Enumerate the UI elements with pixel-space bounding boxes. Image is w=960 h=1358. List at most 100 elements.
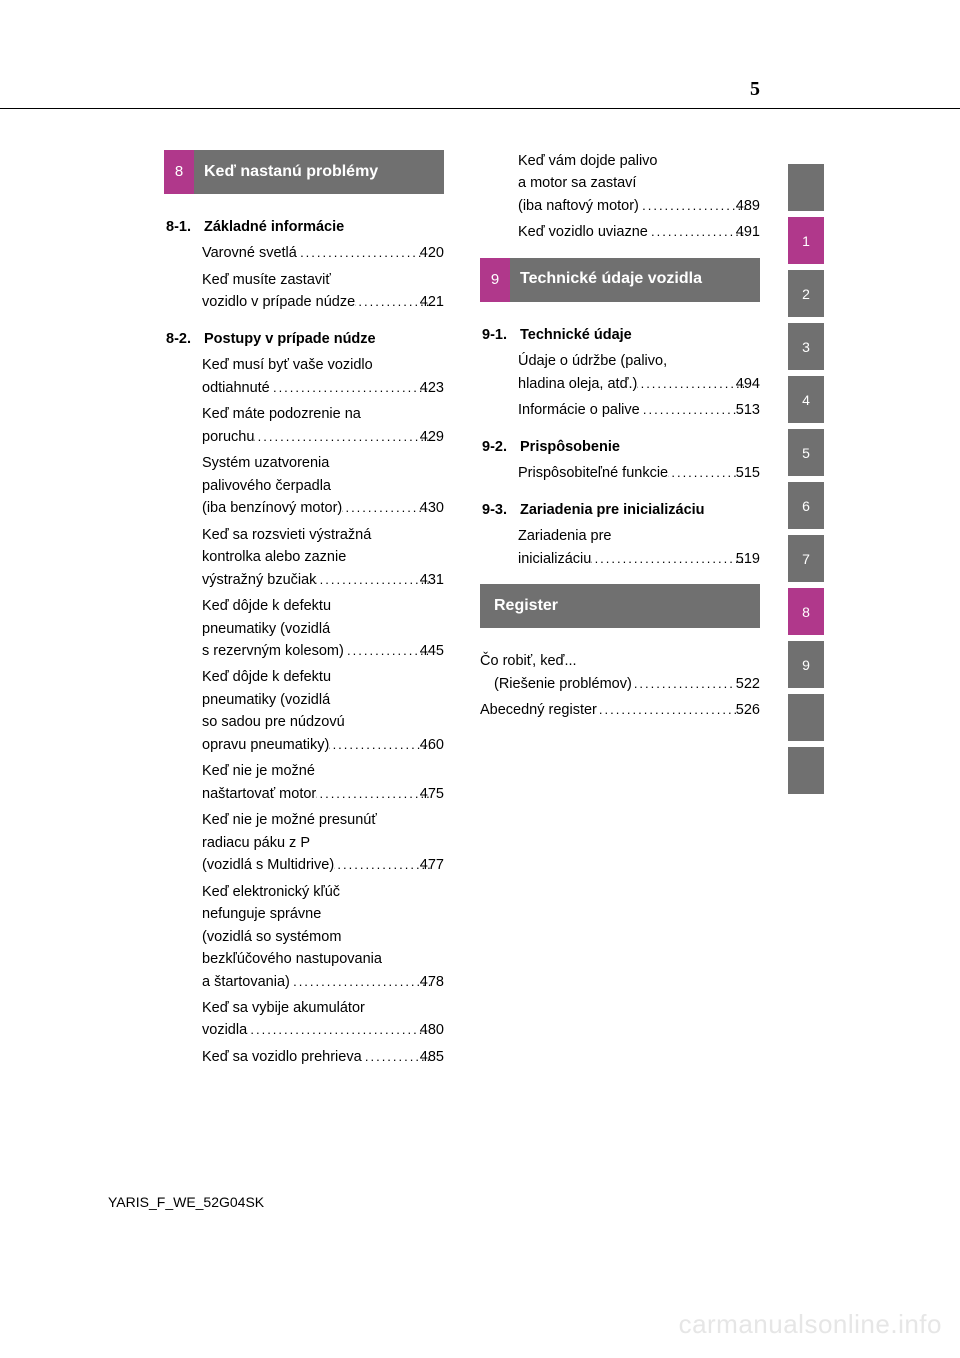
toc-entry-lastline: a štartovania)..........................… (212, 971, 444, 993)
toc-leader-dots: ........................................… (316, 570, 429, 590)
toc-subsection-heading: 8-1.Základné informácie (164, 216, 444, 238)
toc-entry-text: Keď dôjde k defektu (212, 666, 444, 688)
left-column: 8 Keď nastanú problémy 8-1.Základné info… (164, 150, 444, 1082)
toc-entry-text: radiacu páku z P (212, 832, 444, 854)
toc-entry: Zariadenia preinicializáciu.............… (480, 525, 760, 570)
toc-entry-text: bezkľúčového nastupovania (212, 948, 444, 970)
toc-leader-dots: ........................................… (334, 855, 430, 875)
toc-leader-dots: ........................................… (329, 735, 429, 755)
section-9-title: Technické údaje vozidla (510, 258, 760, 302)
side-tab-blank[interactable] (788, 747, 824, 794)
toc-entry-lastline: opravu pneumatiky)......................… (212, 734, 444, 756)
toc-page-number: 460 (430, 734, 444, 756)
section-8-number: 8 (164, 150, 194, 194)
toc-page-number: 478 (430, 971, 444, 993)
toc-leader-dots: ........................................… (639, 196, 746, 216)
toc-entry-text: (iba benzínový motor) (212, 497, 342, 519)
content-columns: 8 Keď nastanú problémy 8-1.Základné info… (164, 150, 760, 1082)
toc-entry-text: Keď máte podozrenie na (212, 403, 444, 425)
toc-entry-text: a motor sa zastaví (528, 172, 760, 194)
toc-entry-text: odtiahnuté (212, 377, 270, 399)
toc-entry-lastline: Informácie o palive.....................… (528, 399, 760, 421)
toc-entry-text: (Riešenie problémov) (494, 673, 632, 695)
toc-leader-dots: ........................................… (247, 1020, 430, 1040)
toc-leader-dots: ........................................… (640, 400, 746, 420)
toc-page-number: 522 (736, 673, 760, 695)
watermark: carmanualsonline.info (679, 1309, 942, 1340)
toc-entry-text: hladina oleja, atď.) (528, 373, 637, 395)
side-tab-5[interactable]: 5 (788, 429, 824, 476)
toc-entry: Prispôsobiteľné funkcie.................… (480, 462, 760, 484)
toc-entry-text: Keď dôjde k defektu (212, 595, 444, 617)
toc-entry-lastline: výstražný bzučiak.......................… (212, 569, 444, 591)
toc-leader-dots: ........................................… (668, 463, 746, 483)
toc-page-number: 420 (430, 242, 444, 264)
toc-entry-text: Keď nie je možné (212, 760, 444, 782)
register-title: Register (480, 584, 760, 628)
toc-entry-lastline: Keď sa vozidlo prehrieva................… (212, 1046, 444, 1068)
side-tabs: 1 2 3 4 5 6 7 8 9 (788, 164, 824, 794)
toc-entry: Keď vozidlo uviazne.....................… (480, 221, 760, 243)
toc-entry-lastline: hladina oleja, atď.)....................… (528, 373, 760, 395)
register-header: Register (480, 584, 760, 628)
toc-page-number: 519 (746, 548, 760, 570)
page-number: 5 (750, 78, 760, 101)
toc-entry-text: so sadou pre núdzovú (212, 711, 444, 733)
side-tab-8[interactable]: 8 (788, 588, 824, 635)
toc-entry-text: (iba naftový motor) (528, 195, 639, 217)
toc-entry-text: Informácie o palive (528, 399, 640, 421)
toc-entry: Keď máte podozrenie naporuchu...........… (164, 403, 444, 448)
toc-entry-text: Systém uzatvorenia (212, 452, 444, 474)
toc-entry-lastline: (iba naftový motor).....................… (528, 195, 760, 217)
toc-entry-text: poruchu (212, 426, 254, 448)
toc-entry-text: naštartovať motor (212, 783, 316, 805)
toc-entry-text: opravu pneumatiky) (212, 734, 329, 756)
toc-entry-text: výstražný bzučiak (212, 569, 316, 591)
toc-leader-dots: ........................................… (355, 292, 430, 312)
toc-leader-dots: ........................................… (591, 549, 745, 569)
toc-page-number: 430 (430, 497, 444, 519)
toc-page-number: 489 (746, 195, 760, 217)
toc-entry-text: inicializáciu (528, 548, 591, 570)
section-9-header: 9 Technické údaje vozidla (480, 258, 760, 302)
toc-entry: Keď musí byť vaše vozidloodtiahnuté.....… (164, 354, 444, 399)
toc-subsection-title: Prispôsobenie (520, 439, 620, 455)
toc-page-number: 421 (430, 291, 444, 313)
side-tab-blank[interactable] (788, 164, 824, 211)
toc-subsection-number: 8-2. (166, 328, 204, 350)
toc-subsection-number: 9-3. (482, 499, 520, 521)
side-tab-7[interactable]: 7 (788, 535, 824, 582)
toc-entry: Keď sa rozsvieti výstražnákontrolka aleb… (164, 524, 444, 591)
toc-entry-text: palivového čerpadla (212, 475, 444, 497)
side-tab-1[interactable]: 1 (788, 217, 824, 264)
toc-entry: Informácie o palive.....................… (480, 399, 760, 421)
toc-page-number: 429 (430, 426, 444, 448)
side-tab-blank[interactable] (788, 694, 824, 741)
toc-leader-dots: ........................................… (342, 498, 430, 518)
side-tab-3[interactable]: 3 (788, 323, 824, 370)
toc-leader-dots: ........................................… (297, 243, 430, 263)
side-tab-9[interactable]: 9 (788, 641, 824, 688)
toc-entry-lastline: vozidlo v prípade núdze.................… (212, 291, 444, 313)
toc-entry-text: (vozidlá so systémom (212, 926, 444, 948)
toc-page-number: 475 (430, 783, 444, 805)
toc-entry: Keď nie je možné presunúťradiacu páku z … (164, 809, 444, 876)
side-tab-6[interactable]: 6 (788, 482, 824, 529)
side-tab-4[interactable]: 4 (788, 376, 824, 423)
toc-entry-lastline: (vozidlá s Multidrive)..................… (212, 854, 444, 876)
toc-entry-text: vozidlo v prípade núdze (212, 291, 355, 313)
toc-entry-text: kontrolka alebo zaznie (212, 546, 444, 568)
toc-entry-lastline: s rezervným kolesom)....................… (212, 640, 444, 662)
side-tab-2[interactable]: 2 (788, 270, 824, 317)
toc-entry-lastline: (Riešenie problémov)....................… (480, 673, 760, 695)
toc-entry: Varovné svetlá..........................… (164, 242, 444, 264)
toc-leader-dots: ........................................… (648, 222, 746, 242)
toc-entry-text: vozidla (212, 1019, 247, 1041)
toc-page-number: 423 (430, 377, 444, 399)
toc-entry-lastline: Keď vozidlo uviazne.....................… (528, 221, 760, 243)
toc-entry-text: Varovné svetlá (212, 242, 297, 264)
toc-page-number: 477 (430, 854, 444, 876)
section-9-number: 9 (480, 258, 510, 302)
toc-entry-text: Keď elektronický kľúč (212, 881, 444, 903)
toc-entry-text: Keď sa vybije akumulátor (212, 997, 444, 1019)
